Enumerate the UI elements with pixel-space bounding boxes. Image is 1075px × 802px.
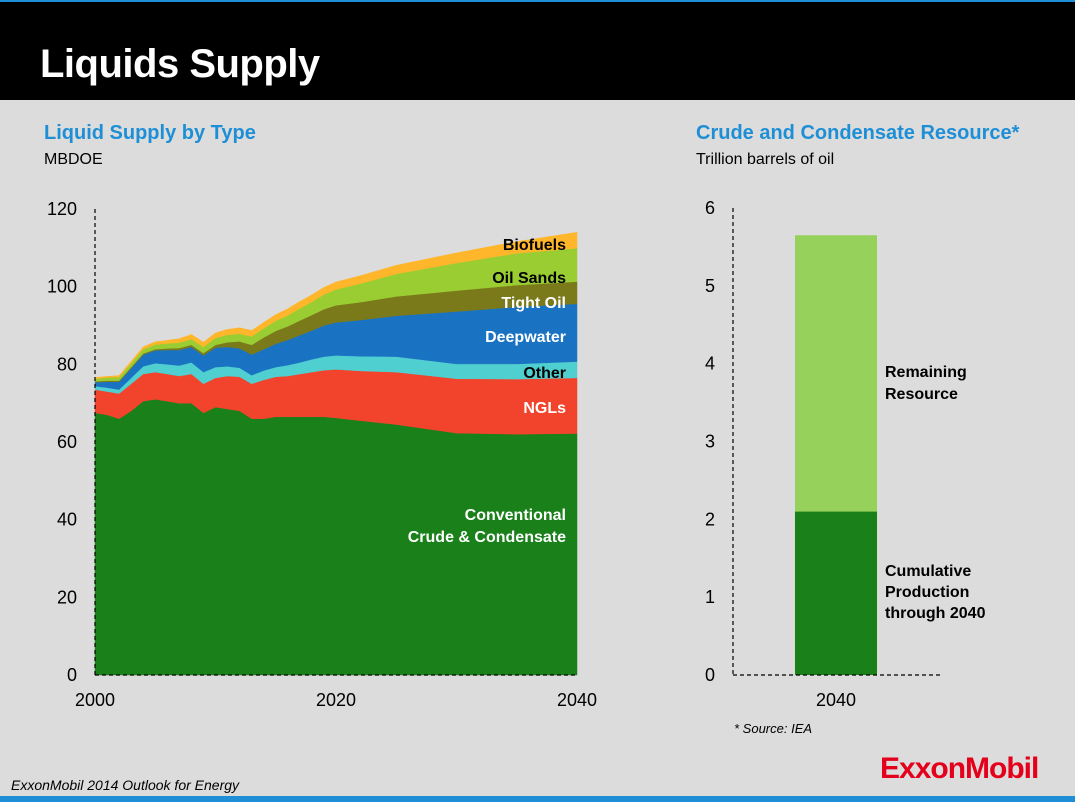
right-y-tick-label: 0	[705, 665, 715, 685]
left-chart-title: Liquid Supply by Type	[44, 122, 256, 144]
right-chart-title: Crude and Condensate Resource*	[696, 122, 1020, 144]
area-label-ngls: NGLs	[523, 400, 566, 417]
right-y-tick-label: 5	[705, 276, 715, 296]
header-bar	[0, 2, 1075, 100]
area-label-deepwater: Deepwater	[485, 329, 566, 346]
left-x-tick-label: 2020	[316, 690, 356, 710]
bottom-accent-line	[0, 796, 1075, 802]
left-y-tick-label: 0	[67, 665, 77, 685]
right-y-tick-label: 3	[705, 432, 715, 452]
right-y-tick-label: 1	[705, 587, 715, 607]
bar-segment-remaining-resource	[795, 235, 877, 512]
bar-label-remaining-resource: Remaining	[885, 364, 967, 381]
left-y-tick-label: 100	[47, 277, 77, 297]
right-y-tick-label: 2	[705, 509, 715, 529]
left-x-tick-label: 2040	[557, 690, 597, 710]
footer-text: ExxonMobil 2014 Outlook for Energy	[11, 777, 240, 793]
left-y-tick-label: 60	[57, 432, 77, 452]
bar-label-cumulative-production: Cumulative	[885, 563, 971, 580]
left-x-tick-label: 2000	[75, 690, 115, 710]
exxonmobil-logo: ExxonMobil	[880, 752, 1039, 785]
area-label-biofuels: Biofuels	[503, 237, 566, 254]
right-y-tick-label: 4	[705, 354, 715, 374]
bar-label-cumulative-production: Production	[885, 584, 969, 601]
bar-label-cumulative-production: through 2040	[885, 605, 986, 622]
area-label-crude-condensate: Crude & Condensate	[408, 529, 566, 546]
area-label-other: Other	[523, 365, 566, 382]
right-chart-units: Trillion barrels of oil	[696, 151, 835, 168]
left-y-tick-label: 80	[57, 354, 77, 374]
area-biofuels	[94, 232, 578, 379]
right-y-tick-label: 6	[705, 198, 715, 218]
source-note: * Source: IEA	[734, 721, 813, 736]
top-accent-line	[0, 0, 1075, 2]
right-x-tick-label: 2040	[816, 690, 856, 710]
page-title: Liquids Supply	[40, 42, 320, 86]
left-y-tick-label: 40	[57, 510, 77, 530]
area-label-conventional: Conventional	[465, 507, 566, 524]
left-y-tick-label: 120	[47, 199, 77, 219]
left-y-tick-label: 20	[57, 587, 77, 607]
bar-segment-cumulative-production	[795, 511, 877, 675]
bar-label-remaining-resource: Resource	[885, 386, 958, 403]
area-label-oil-sands: Oil Sands	[492, 270, 566, 287]
left-chart-units: MBDOE	[44, 151, 103, 168]
area-label-tight-oil: Tight Oil	[501, 295, 566, 312]
